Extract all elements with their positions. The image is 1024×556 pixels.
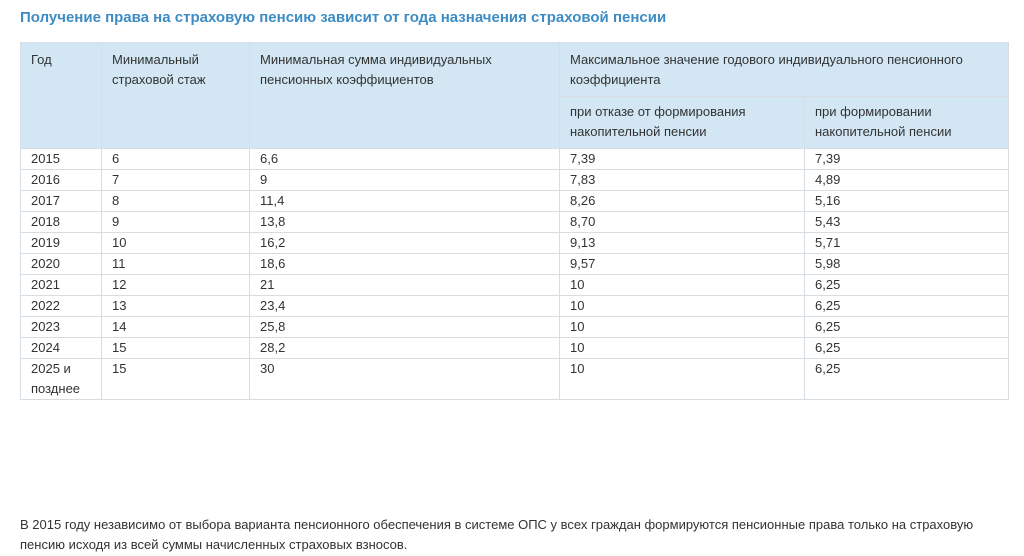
cell-year: 2019 xyxy=(20,232,102,254)
cell-max-refuse: 7,83 xyxy=(559,169,805,191)
table-row: 2020 11 18,6 9,57 5,98 xyxy=(20,253,1010,275)
cell-min-sum: 6,6 xyxy=(249,148,560,170)
table-row: 2021 12 21 10 6,25 xyxy=(20,274,1010,296)
cell-min-stage: 15 xyxy=(101,358,250,400)
cell-year: 2021 xyxy=(20,274,102,296)
cell-year: 2016 xyxy=(20,169,102,191)
cell-year: 2015 xyxy=(20,148,102,170)
cell-min-sum: 30 xyxy=(249,358,560,400)
pension-table: Год Минимальный страховой стаж Минимальн… xyxy=(20,42,1010,400)
cell-year: 2020 xyxy=(20,253,102,275)
cell-min-sum: 21 xyxy=(249,274,560,296)
header-year: Год xyxy=(20,42,102,149)
table-row: 2019 10 16,2 9,13 5,71 xyxy=(20,232,1010,254)
header-max-value: Максимальное значение годового индивидуа… xyxy=(558,42,1010,97)
cell-year: 2017 xyxy=(20,190,102,212)
cell-min-stage: 7 xyxy=(101,169,250,191)
cell-year: 2025 и позднее xyxy=(20,358,102,400)
cell-min-stage: 14 xyxy=(101,316,250,338)
cell-year: 2018 xyxy=(20,211,102,233)
cell-min-stage: 12 xyxy=(101,274,250,296)
cell-max-refuse: 9,57 xyxy=(559,253,805,275)
cell-max-form: 6,25 xyxy=(803,274,1010,296)
cell-min-sum: 28,2 xyxy=(249,337,560,359)
cell-max-form: 6,25 xyxy=(803,337,1010,359)
table-row: 2017 8 11,4 8,26 5,16 xyxy=(20,190,1010,212)
cell-max-refuse: 8,26 xyxy=(559,190,805,212)
cell-max-form: 6,25 xyxy=(803,316,1010,338)
cell-max-refuse: 8,70 xyxy=(559,211,805,233)
header-min-sum: Минимальная сумма индивидуальных пенсион… xyxy=(249,42,560,149)
table-row: 2018 9 13,8 8,70 5,43 xyxy=(20,211,1010,233)
cell-max-form: 6,25 xyxy=(803,358,1010,400)
cell-min-sum: 16,2 xyxy=(249,232,560,254)
cell-min-stage: 6 xyxy=(101,148,250,170)
table-row: 2023 14 25,8 10 6,25 xyxy=(20,316,1010,338)
cell-min-sum: 18,6 xyxy=(249,253,560,275)
table-row: 2025 и позднее 15 30 10 6,25 xyxy=(20,358,1010,400)
cell-max-form: 5,16 xyxy=(803,190,1010,212)
cell-min-sum: 13,8 xyxy=(249,211,560,233)
cell-max-refuse: 10 xyxy=(559,358,805,400)
cell-max-refuse: 10 xyxy=(559,337,805,359)
cell-min-sum: 9 xyxy=(249,169,560,191)
cell-min-stage: 11 xyxy=(101,253,250,275)
table-subheader-row: при отказе от формирования накопительной… xyxy=(21,96,1010,149)
cell-min-sum: 23,4 xyxy=(249,295,560,317)
cell-max-form: 7,39 xyxy=(803,148,1010,170)
cell-year: 2022 xyxy=(20,295,102,317)
cell-max-form: 5,98 xyxy=(803,253,1010,275)
cell-min-sum: 11,4 xyxy=(249,190,560,212)
cell-min-sum: 25,8 xyxy=(249,316,560,338)
cell-max-refuse: 9,13 xyxy=(559,232,805,254)
cell-year: 2023 xyxy=(20,316,102,338)
table-header-row: Год Минимальный страховой стаж Минимальн… xyxy=(20,42,1010,149)
table-row: 2015 6 6,6 7,39 7,39 xyxy=(20,148,1010,170)
cell-min-stage: 9 xyxy=(101,211,250,233)
cell-max-refuse: 10 xyxy=(559,316,805,338)
page-title: Получение права на страховую пенсию зави… xyxy=(20,9,667,26)
header-max-form: при формировании накопительной пенсии xyxy=(803,96,1010,149)
cell-max-refuse: 10 xyxy=(559,274,805,296)
table-row: 2024 15 28,2 10 6,25 xyxy=(20,337,1010,359)
header-min-stage: Минимальный страховой стаж xyxy=(101,42,250,149)
cell-max-refuse: 10 xyxy=(559,295,805,317)
cell-max-form: 5,71 xyxy=(803,232,1010,254)
cell-max-refuse: 7,39 xyxy=(559,148,805,170)
header-max-refuse: при отказе от формирования накопительной… xyxy=(559,96,805,149)
table-body: 2015 6 6,6 7,39 7,39 2016 7 9 7,83 4,89 2017 8 11,4 8… xyxy=(20,148,1010,400)
table-row: 2016 7 9 7,83 4,89 xyxy=(20,169,1010,191)
cell-year: 2024 xyxy=(20,337,102,359)
footnote: В 2015 году независимо от выбора вариант… xyxy=(20,517,974,552)
cell-min-stage: 10 xyxy=(101,232,250,254)
cell-min-stage: 13 xyxy=(101,295,250,317)
table-row: 2022 13 23,4 10 6,25 xyxy=(20,295,1010,317)
cell-max-form: 6,25 xyxy=(803,295,1010,317)
cell-max-form: 5,43 xyxy=(803,211,1010,233)
cell-max-form: 4,89 xyxy=(803,169,1010,191)
cell-min-stage: 8 xyxy=(101,190,250,212)
cell-min-stage: 15 xyxy=(101,337,250,359)
